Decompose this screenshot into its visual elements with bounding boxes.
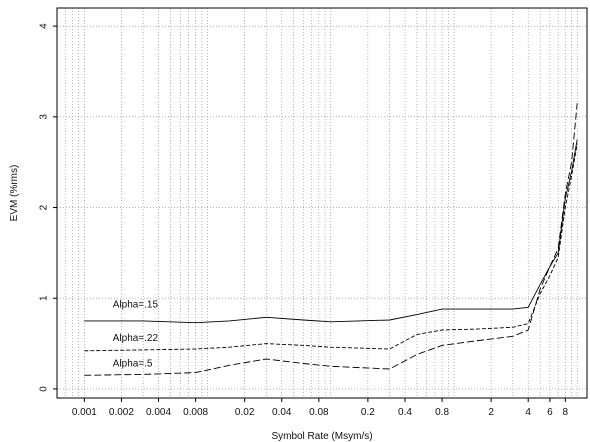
x-tick-label: 4 xyxy=(525,407,531,418)
series-line-3 xyxy=(84,103,578,376)
plot-frame xyxy=(56,7,588,399)
series-labels: Alpha=.15 Alpha=.22 Alpha=.5 xyxy=(113,299,159,369)
x-tick-label: 0.002 xyxy=(109,407,134,418)
x-tick-label: 8 xyxy=(563,407,569,418)
x-tick-label: 0.08 xyxy=(309,407,329,418)
x-tick-label: 0.02 xyxy=(235,407,255,418)
series xyxy=(84,103,578,376)
series-line-1 xyxy=(84,139,578,324)
x-tick-label: 0.2 xyxy=(361,407,375,418)
x-tick-label: 0.004 xyxy=(146,407,171,418)
y-tick-label: 0 xyxy=(39,386,50,392)
x-tick-label: 2 xyxy=(488,407,494,418)
series-label: Alpha=.22 xyxy=(113,333,159,344)
series-label: Alpha=.15 xyxy=(113,299,159,310)
x-axis-title: Symbol Rate (Msym/s) xyxy=(271,431,372,442)
x-tick-label: 0.001 xyxy=(72,407,97,418)
y-tick-label: 4 xyxy=(39,23,50,29)
y-tick-label: 3 xyxy=(39,114,50,120)
y-axis-title: EVM (%rms) xyxy=(9,165,20,222)
x-tick-label: 0.04 xyxy=(272,407,292,418)
y-axis-ticks: 0 1 2 3 4 xyxy=(39,23,57,392)
grid xyxy=(56,8,587,398)
series-label: Alpha=.5 xyxy=(113,358,153,369)
x-tick-label: 0.4 xyxy=(398,407,412,418)
y-tick-label: 1 xyxy=(39,295,50,301)
series-line-2 xyxy=(84,143,578,352)
x-tick-label: 0.8 xyxy=(435,407,449,418)
x-tick-label: 0.008 xyxy=(183,407,208,418)
y-tick-label: 2 xyxy=(39,204,50,210)
x-axis-ticks: 0.001 0.002 0.004 0.008 0.02 0.04 0.08 0.2 0.4 0.… xyxy=(72,398,569,418)
x-tick-label: 6 xyxy=(547,407,553,418)
